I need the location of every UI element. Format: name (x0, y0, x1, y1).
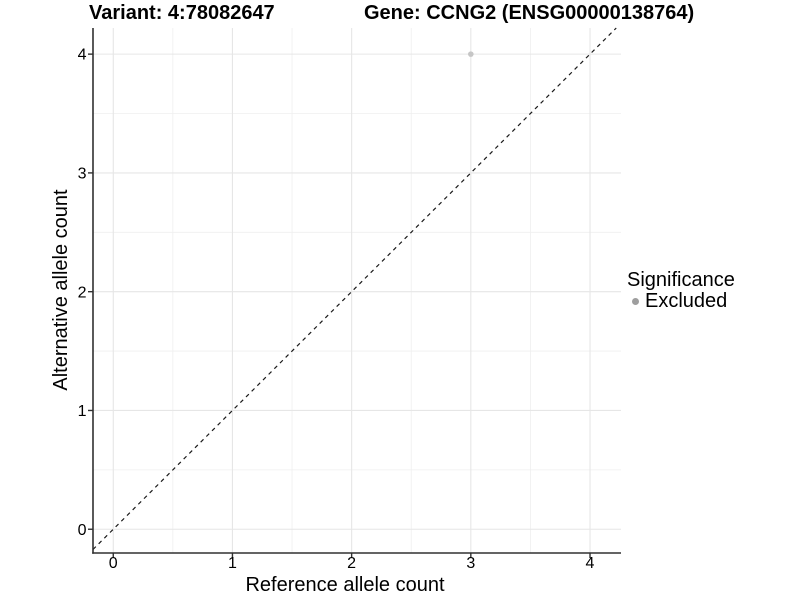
y-tick-label: 2 (78, 284, 87, 301)
y-tick-label: 4 (78, 47, 87, 64)
legend-item-excluded: Excluded (627, 290, 735, 312)
y-tick-label: 3 (78, 166, 87, 183)
x-tick-label: 1 (228, 555, 237, 572)
x-tick-label: 4 (586, 555, 595, 572)
legend: Significance Excluded (627, 269, 735, 312)
legend-title: Significance (627, 269, 735, 291)
y-tick-label: 0 (78, 522, 87, 539)
plot-title-gene: Gene: CCNG2 (ENSG00000138764) (364, 2, 695, 24)
plot-title-variant: Variant: 4:78082647 (89, 2, 275, 24)
data-point (468, 51, 474, 57)
legend-item-label: Excluded (645, 290, 728, 312)
y-axis-title: Alternative allele count (50, 189, 72, 391)
x-tick-label: 0 (109, 555, 118, 572)
legend-key-dot-icon (632, 297, 639, 305)
y-tick-label: 1 (78, 403, 87, 420)
x-tick-label: 2 (347, 555, 356, 572)
x-tick-label: 3 (466, 555, 475, 572)
x-axis-title: Reference allele count (245, 574, 445, 596)
identity-line (92, 27, 617, 550)
